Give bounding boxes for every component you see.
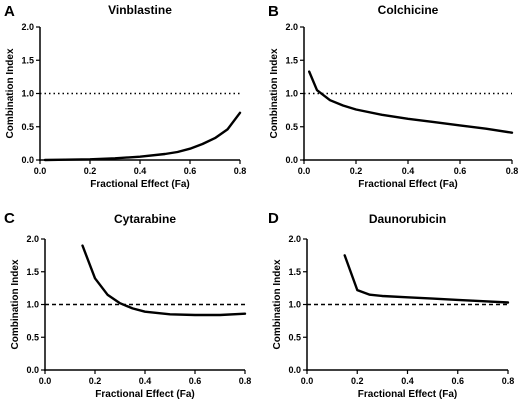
panel-c-x-tick-label: 0.6 — [189, 376, 202, 386]
panel-d-x-tick-label: 0.6 — [451, 376, 464, 386]
panel-a-y-axis-label: Combination Index — [5, 48, 16, 138]
panel-d-y-tick-label: 1.5 — [288, 267, 301, 277]
panel-c-letter: C — [4, 210, 15, 227]
panel-b-letter: B — [268, 3, 279, 20]
panel-b-ci-curve — [308, 70, 514, 134]
panel-c-y-tick-label: 0.0 — [26, 365, 39, 375]
panel-d-x-tick-label: 0.4 — [401, 376, 414, 386]
panel-b-y-tick-label: 0.0 — [285, 155, 298, 165]
panel-b-x-tick-label: 0.0 — [298, 166, 311, 176]
panel-a-letter: A — [4, 3, 15, 20]
panel-b-x-tick-label: 0.2 — [350, 166, 363, 176]
panel-a-y-tick-label: 1.5 — [21, 55, 34, 65]
panel-c-y-tick-label: 2.0 — [26, 234, 39, 244]
panel-c-ci-curve — [81, 244, 247, 317]
panel-b-y-axis-label: Combination Index — [269, 48, 280, 138]
panel-d-y-tick-label: 0.0 — [288, 365, 301, 375]
panel-c-x-axis-label: Fractional Effect (Fa) — [95, 389, 194, 400]
panel-d-y-axis-label: Combination Index — [272, 259, 283, 349]
panel-a-title: Vinblastine — [108, 3, 172, 17]
panel-a-x-tick-label: 0.2 — [84, 166, 97, 176]
panel-b-x-tick-label: 0.4 — [402, 166, 415, 176]
panel-d-x-tick-label: 0.8 — [502, 376, 515, 386]
panel-b-x-tick-label: 0.8 — [506, 166, 519, 176]
panel-a-y-tick-label: 0.0 — [21, 155, 34, 165]
panel-b-x-tick-label: 0.6 — [454, 166, 467, 176]
panel-d-x-axis-label: Fractional Effect (Fa) — [358, 389, 457, 400]
panel-c-y-tick-label: 1.5 — [26, 267, 39, 277]
panel-c-y-tick-label: 1.0 — [26, 300, 39, 310]
panel-d-x-tick-label: 0.0 — [301, 376, 314, 386]
panel-c-title: Cytarabine — [114, 212, 176, 226]
panel-d-x-tick-label: 0.2 — [351, 376, 364, 386]
panel-d-y-tick-label: 1.0 — [288, 300, 301, 310]
panel-a-x-tick-label: 0.4 — [134, 166, 147, 176]
panel-b-title: Colchicine — [378, 3, 439, 17]
panel-b-y-tick-label: 2.0 — [285, 22, 298, 32]
panel-b-x-axis-label: Fractional Effect (Fa) — [358, 179, 457, 190]
panel-d-y-tick-label: 2.0 — [288, 234, 301, 244]
panel-b-y-tick-label: 1.0 — [285, 89, 298, 99]
panel-a-x-tick-label: 0.8 — [234, 166, 247, 176]
panel-a-y-tick-label: 2.0 — [21, 22, 34, 32]
panel-a-x-axis-label: Fractional Effect (Fa) — [90, 179, 189, 190]
panel-d-y-tick-label: 0.5 — [288, 332, 301, 342]
panel-c-x-tick-label: 0.8 — [239, 376, 252, 386]
panel-a-x-tick-label: 0.0 — [34, 166, 47, 176]
panel-b-y-tick-label: 1.5 — [285, 55, 298, 65]
panel-a-y-tick-label: 1.0 — [21, 89, 34, 99]
panel-c-x-tick-label: 0.4 — [139, 376, 152, 386]
panel-c-x-tick-label: 0.2 — [89, 376, 102, 386]
panel-c-y-tick-label: 0.5 — [26, 332, 39, 342]
panel-a-x-tick-label: 0.6 — [184, 166, 197, 176]
panel-a-ci-curve — [43, 111, 242, 162]
panel-a-y-tick-label: 0.5 — [21, 122, 34, 132]
panel-b-y-tick-label: 0.5 — [285, 122, 298, 132]
panel-d-title: Daunorubicin — [369, 212, 446, 226]
panel-c-x-tick-label: 0.0 — [39, 376, 52, 386]
panel-d-ci-curve — [343, 254, 510, 304]
panel-d-letter: D — [268, 210, 279, 227]
panel-c-y-axis-label: Combination Index — [10, 259, 21, 349]
